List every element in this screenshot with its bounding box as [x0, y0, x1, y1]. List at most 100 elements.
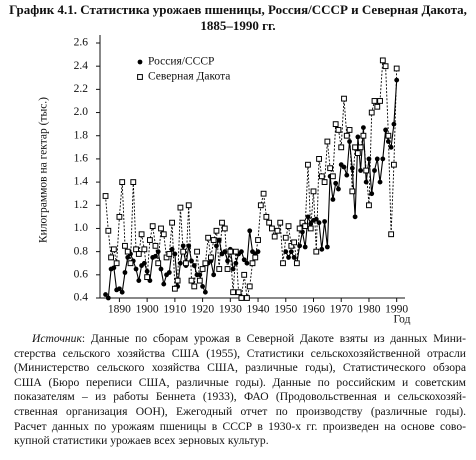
point	[102, 193, 109, 199]
point	[122, 242, 128, 249]
point	[136, 278, 142, 284]
point	[332, 121, 339, 128]
point	[122, 270, 128, 275]
point	[183, 260, 189, 267]
point	[200, 284, 205, 289]
point	[202, 260, 209, 267]
point	[246, 283, 253, 290]
point	[155, 260, 162, 267]
point	[127, 260, 134, 267]
point	[354, 150, 361, 157]
point	[244, 295, 250, 301]
series-line	[105, 58, 398, 300]
point	[343, 132, 350, 139]
point	[244, 260, 250, 266]
point	[158, 266, 164, 272]
point	[335, 127, 342, 133]
source-note: Источник: Данные по сборам урожая в Севе…	[14, 332, 466, 449]
point	[360, 132, 367, 139]
point	[310, 188, 317, 195]
y-tick-label: 0.6	[74, 268, 89, 280]
point	[307, 225, 314, 232]
point	[144, 274, 151, 281]
y-tick-label: 0.8	[74, 245, 89, 257]
point	[196, 277, 203, 284]
y-tick-label: 1.6	[74, 153, 89, 165]
source-line: Источник: Данные по сборам урожая в Севе…	[14, 332, 466, 347]
x-tick-label: 1930	[219, 304, 242, 316]
point	[138, 231, 145, 238]
point	[189, 258, 194, 264]
y-tick-label: 0.4	[74, 292, 89, 304]
source-line: США (Бюро переписи США, различные годы).…	[14, 375, 466, 389]
source-line: Расчет данных по урожаям пшеницы в СССР …	[14, 419, 466, 433]
point	[108, 254, 114, 261]
point	[169, 246, 175, 252]
point	[171, 285, 178, 292]
point	[105, 295, 111, 301]
point	[180, 243, 186, 249]
point	[266, 219, 273, 226]
point	[377, 98, 383, 104]
point	[316, 220, 322, 226]
chart-title: График 4.1. Статистика урожаев пшеницы, …	[9, 2, 467, 33]
point	[302, 244, 308, 250]
point	[319, 246, 325, 252]
point	[241, 271, 248, 278]
x-tick-label: 1920	[191, 304, 214, 316]
point	[191, 263, 197, 268]
point	[344, 172, 350, 178]
point	[247, 228, 253, 234]
point	[305, 161, 311, 168]
x-tick-label: 1960	[302, 304, 325, 316]
point	[385, 139, 391, 144]
point	[324, 138, 331, 145]
point	[205, 234, 212, 241]
point	[274, 227, 281, 234]
point	[257, 202, 264, 209]
point	[338, 144, 345, 151]
point	[372, 168, 377, 173]
point	[357, 144, 364, 151]
x-axis-label: Год	[394, 314, 411, 326]
point	[269, 225, 275, 232]
point	[380, 156, 386, 162]
point	[124, 248, 131, 255]
point	[111, 265, 117, 271]
point	[321, 179, 328, 185]
point	[305, 214, 311, 220]
source-line: стерства сельского хозяйства США (1955),…	[14, 346, 466, 360]
x-tick-label: 1940	[247, 304, 270, 316]
point	[383, 127, 388, 133]
point	[252, 254, 259, 261]
point	[286, 255, 291, 260]
point	[385, 132, 392, 139]
point	[282, 234, 289, 241]
point	[316, 156, 322, 162]
point	[191, 283, 198, 290]
point	[219, 219, 225, 226]
point	[374, 103, 381, 110]
source-line: ственная организация ООН), Ежегодный отч…	[14, 404, 466, 418]
point	[235, 289, 242, 296]
y-axis-label: Килограммов на гектар (тыс.)	[38, 97, 50, 243]
point	[185, 202, 192, 209]
x-tick-label: 1890	[108, 304, 131, 316]
point	[391, 161, 397, 168]
point	[363, 179, 369, 185]
point	[318, 173, 325, 180]
legend-marker	[137, 59, 143, 65]
point	[225, 258, 230, 264]
point	[239, 249, 244, 255]
y-tick-label: 2.2	[74, 83, 89, 95]
point	[333, 180, 339, 186]
legend-label: Северная Дакота	[148, 71, 230, 83]
y-tick-label: 2.6	[74, 37, 89, 49]
point	[174, 277, 181, 284]
point	[133, 246, 139, 253]
legend-marker	[137, 74, 143, 80]
point	[249, 260, 256, 267]
point	[213, 227, 220, 234]
point	[288, 249, 294, 255]
point	[119, 179, 126, 185]
